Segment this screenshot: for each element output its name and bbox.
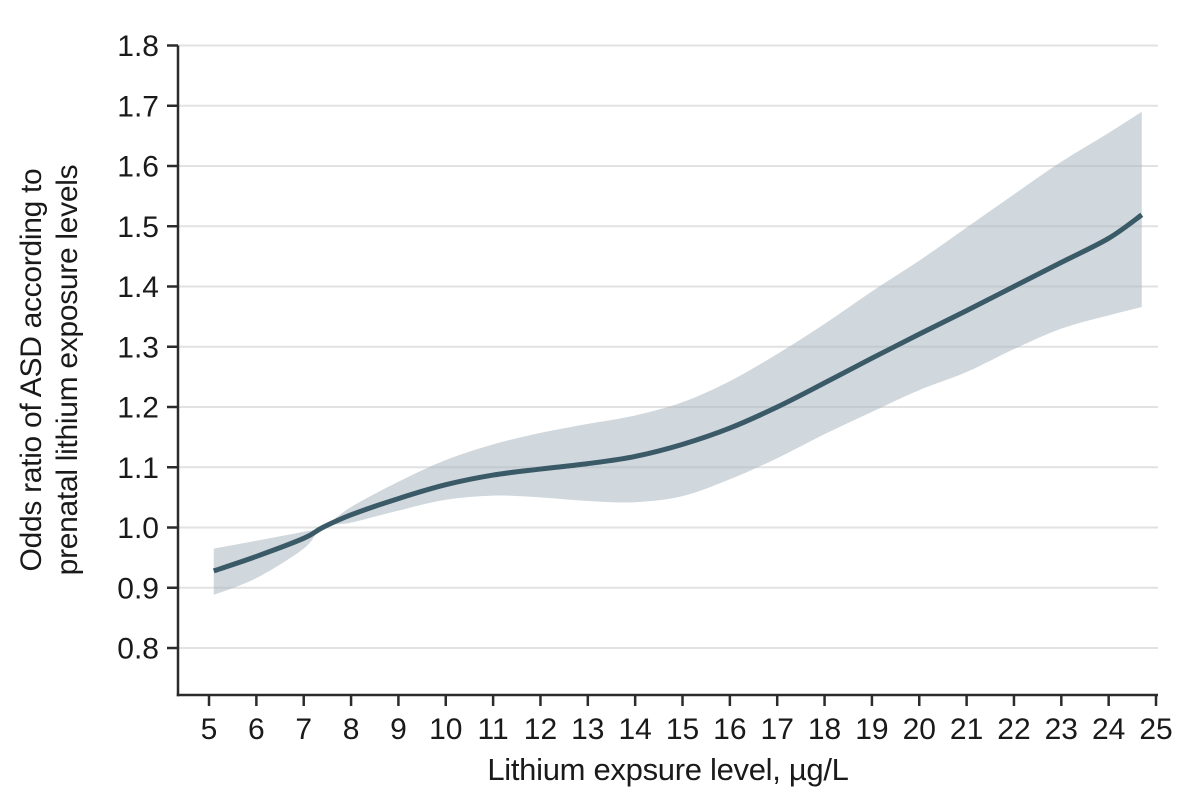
- x-tick-label: 12: [524, 713, 557, 746]
- x-tick-label: 16: [713, 713, 746, 746]
- x-tick-label: 6: [248, 713, 265, 746]
- y-axis-title-line2: prenatal lithium exposure levels: [51, 164, 84, 576]
- x-tick-label: 18: [808, 713, 841, 746]
- x-tick-label: 5: [201, 713, 218, 746]
- y-tick-label: 1.8: [117, 30, 159, 63]
- x-tick-label: 14: [618, 713, 651, 746]
- x-tick-label: 11: [478, 713, 509, 746]
- x-tick-label: 13: [571, 713, 604, 746]
- y-axis-title-line1: Odds ratio of ASD according to: [15, 168, 48, 572]
- x-tick-label: 9: [390, 713, 407, 746]
- x-tick-label: 22: [997, 713, 1030, 746]
- x-tick-label: 21: [950, 713, 983, 746]
- x-tick-label: 20: [903, 713, 936, 746]
- y-tick-label: 0.8: [117, 633, 159, 666]
- ci-band: [213, 111, 1142, 595]
- y-tick-label: 0.9: [117, 572, 159, 605]
- y-tick-label: 1.0: [117, 512, 159, 545]
- x-tick-label: 15: [666, 713, 699, 746]
- y-tick-label: 1.5: [117, 211, 159, 244]
- or-curve: [212, 212, 1144, 574]
- y-tick-label: 1.2: [117, 392, 159, 425]
- y-tick-label: 1.3: [117, 331, 159, 364]
- x-tick-label: 25: [1139, 713, 1172, 746]
- y-axis-title: Odds ratio of ASD according to prenatal …: [14, 0, 86, 750]
- x-tick-label: 24: [1092, 713, 1125, 746]
- x-axis-title: Lithium expsure level, µg/L: [487, 752, 849, 787]
- y-tick-label: 1.4: [117, 271, 159, 304]
- y-tick-label: 1.6: [117, 151, 159, 184]
- y-tick-label: 1.7: [117, 90, 159, 123]
- x-tick-label: 7: [295, 713, 312, 746]
- x-tick-label: 23: [1045, 713, 1078, 746]
- x-tick-label: 19: [855, 713, 888, 746]
- x-tick-label: 8: [343, 713, 360, 746]
- x-tick-label: 17: [761, 713, 794, 746]
- y-tick-label: 1.1: [117, 452, 159, 485]
- x-tick-label: 10: [429, 713, 462, 746]
